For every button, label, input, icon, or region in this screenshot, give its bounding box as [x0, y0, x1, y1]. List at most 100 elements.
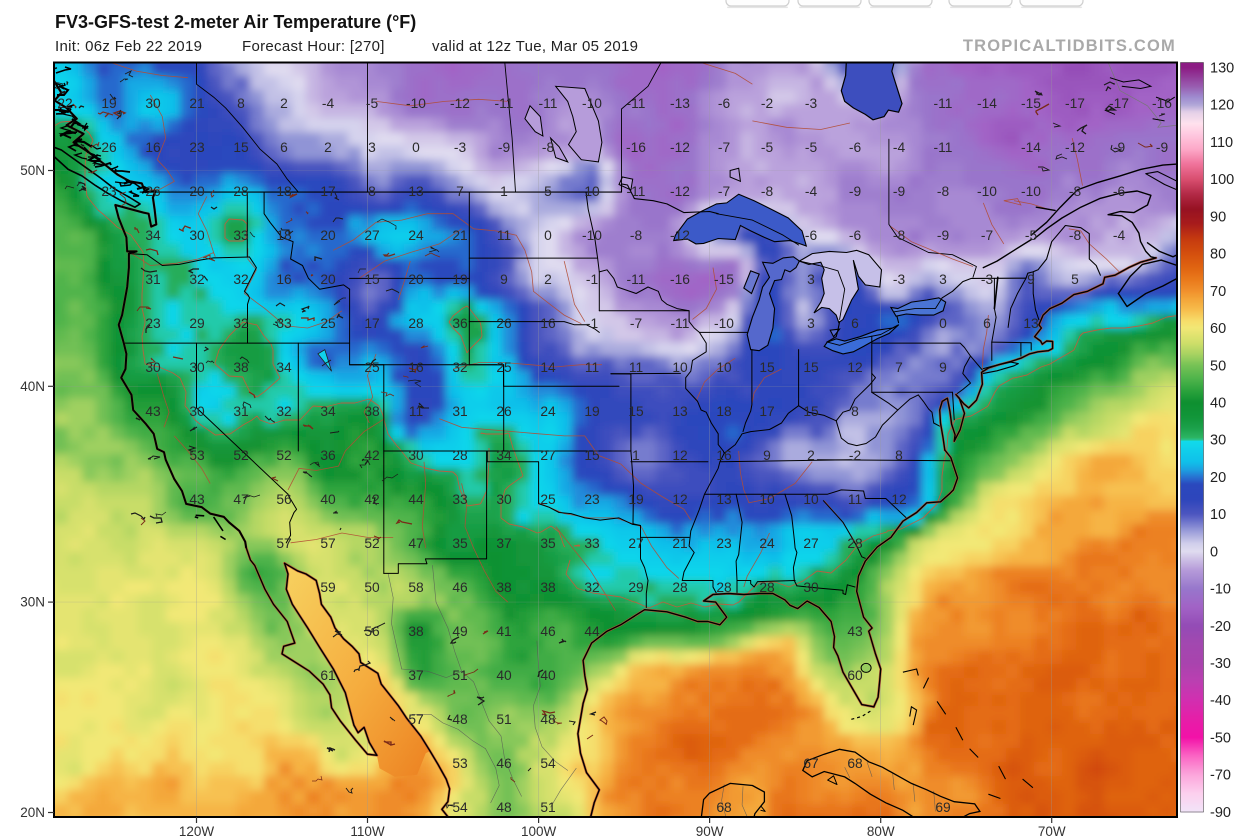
svg-text:12: 12 [672, 448, 687, 463]
svg-text:54: 54 [540, 756, 556, 771]
svg-text:-8: -8 [761, 184, 774, 199]
svg-text:-16: -16 [670, 272, 690, 287]
svg-text:15: 15 [759, 360, 775, 375]
svg-text:18: 18 [276, 228, 292, 243]
svg-text:-3: -3 [805, 96, 818, 111]
svg-text:28: 28 [408, 316, 424, 331]
svg-text:-10: -10 [582, 96, 602, 111]
svg-text:27: 27 [628, 536, 643, 551]
svg-text:34: 34 [496, 448, 512, 463]
svg-text:-4: -4 [322, 96, 335, 111]
svg-text:30: 30 [408, 448, 424, 463]
svg-text:-7: -7 [718, 140, 730, 155]
svg-text:16: 16 [276, 272, 292, 287]
svg-text:-90: -90 [1210, 805, 1231, 821]
svg-text:26: 26 [496, 404, 512, 419]
svg-text:35: 35 [540, 536, 556, 551]
svg-text:38: 38 [364, 404, 380, 419]
svg-text:32: 32 [276, 404, 291, 419]
svg-text:22: 22 [57, 96, 72, 111]
svg-text:10: 10 [803, 492, 819, 507]
svg-text:70: 70 [1210, 284, 1226, 300]
svg-text:1: 1 [500, 184, 508, 199]
svg-text:68: 68 [716, 800, 732, 815]
svg-text:37: 37 [496, 536, 511, 551]
svg-text:30: 30 [1210, 433, 1226, 449]
svg-text:36: 36 [320, 448, 336, 463]
svg-text:70W: 70W [1038, 824, 1066, 839]
svg-text:21: 21 [672, 536, 687, 551]
svg-text:-7: -7 [718, 184, 730, 199]
svg-text:30N: 30N [20, 595, 45, 610]
svg-text:FV3-GFS-test 2-meter Air Tempe: FV3-GFS-test 2-meter Air Temperature (°F… [55, 12, 416, 32]
svg-text:36: 36 [452, 316, 468, 331]
svg-text:52: 52 [364, 536, 379, 551]
svg-text:12: 12 [891, 492, 906, 507]
svg-text:-5: -5 [761, 140, 774, 155]
svg-text:100W: 100W [521, 824, 557, 839]
svg-text:35: 35 [452, 536, 468, 551]
svg-text:48: 48 [452, 712, 468, 727]
svg-text:53: 53 [189, 448, 205, 463]
svg-text:0: 0 [1210, 544, 1218, 560]
svg-text:30: 30 [145, 360, 161, 375]
svg-text:57: 57 [408, 712, 423, 727]
svg-text:9: 9 [939, 360, 947, 375]
svg-text:30: 30 [189, 404, 205, 419]
svg-text:12: 12 [672, 492, 687, 507]
svg-text:29: 29 [628, 580, 644, 595]
svg-text:-17: -17 [1065, 96, 1085, 111]
svg-text:80: 80 [1210, 247, 1226, 263]
svg-text:11: 11 [629, 360, 643, 375]
svg-text:16: 16 [716, 448, 732, 463]
svg-text:25: 25 [320, 316, 336, 331]
svg-text:2: 2 [544, 272, 552, 287]
svg-text:0: 0 [544, 228, 552, 243]
svg-text:-11: -11 [934, 96, 953, 111]
svg-text:13: 13 [672, 404, 688, 419]
svg-text:38: 38 [496, 580, 512, 595]
svg-text:60: 60 [1210, 321, 1226, 337]
svg-text:34: 34 [320, 404, 336, 419]
svg-text:21: 21 [189, 96, 204, 111]
svg-text:20: 20 [1210, 470, 1226, 486]
svg-text:51: 51 [452, 668, 467, 683]
svg-text:27: 27 [364, 228, 379, 243]
svg-text:47: 47 [233, 492, 248, 507]
svg-text:12: 12 [847, 360, 862, 375]
svg-text:24: 24 [759, 536, 775, 551]
svg-text:32: 32 [452, 360, 467, 375]
svg-text:7: 7 [895, 360, 903, 375]
svg-text:80W: 80W [867, 824, 895, 839]
svg-text:15: 15 [364, 272, 380, 287]
svg-text:-8: -8 [893, 228, 906, 243]
svg-text:0: 0 [412, 140, 420, 155]
svg-text:38: 38 [408, 624, 424, 639]
svg-text:27: 27 [803, 536, 818, 551]
svg-text:46: 46 [540, 624, 556, 639]
svg-text:41: 41 [496, 624, 511, 639]
svg-text:26: 26 [101, 140, 117, 155]
svg-text:-3: -3 [981, 272, 994, 287]
svg-text:17: 17 [364, 316, 379, 331]
svg-text:-8: -8 [1069, 228, 1082, 243]
svg-text:-14: -14 [1021, 140, 1041, 155]
svg-text:50N: 50N [20, 163, 45, 178]
svg-text:40: 40 [320, 492, 336, 507]
svg-text:26: 26 [496, 316, 512, 331]
svg-text:90: 90 [1210, 209, 1226, 225]
svg-text:9: 9 [500, 272, 508, 287]
svg-text:46: 46 [452, 580, 468, 595]
svg-text:-9: -9 [937, 228, 950, 243]
svg-text:42: 42 [364, 492, 379, 507]
svg-text:-4: -4 [805, 184, 818, 199]
svg-text:-9: -9 [498, 140, 511, 155]
svg-text:58: 58 [408, 580, 424, 595]
svg-text:8: 8 [895, 448, 903, 463]
svg-text:-16: -16 [1152, 96, 1172, 111]
svg-text:20: 20 [189, 184, 205, 199]
svg-text:-14: -14 [977, 96, 997, 111]
svg-text:13: 13 [1023, 316, 1039, 331]
svg-text:110: 110 [1210, 135, 1233, 151]
svg-text:30: 30 [189, 360, 205, 375]
